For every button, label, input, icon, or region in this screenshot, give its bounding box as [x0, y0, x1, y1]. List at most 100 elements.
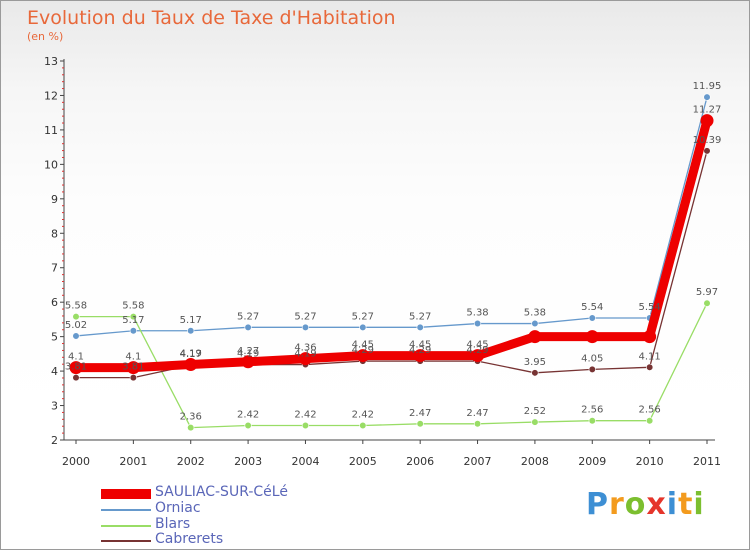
data-point: [531, 319, 539, 328]
data-point: [187, 423, 195, 432]
x-tick-label: 2007: [464, 455, 492, 468]
data-point: [473, 319, 482, 328]
y-minor-tick: [62, 343, 64, 345]
data-label: 10.39: [693, 135, 722, 146]
data-point: [471, 349, 485, 363]
data-point: [241, 355, 255, 369]
y-tick-label: 10: [44, 158, 58, 171]
data-label: 5.02: [65, 320, 87, 331]
y-minor-tick: [62, 218, 64, 220]
data-label: 5.17: [122, 315, 144, 326]
proxiti-logo: Proxiti: [586, 487, 705, 522]
y-minor-tick: [62, 115, 64, 117]
x-tick-label: 2008: [521, 455, 549, 468]
data-label: 2.47: [409, 408, 431, 419]
y-tick-label: 7: [51, 262, 58, 275]
data-label: 4.45: [466, 340, 488, 351]
data-label: 4.19: [180, 349, 202, 360]
legend-swatch: [101, 525, 151, 527]
y-tick-label: 12: [44, 89, 58, 102]
y-minor-tick: [62, 287, 64, 289]
data-point: [244, 323, 252, 331]
y-minor-tick: [62, 136, 64, 138]
data-point: [184, 358, 198, 372]
y-minor-tick: [62, 101, 64, 103]
data-label: 4.29: [466, 345, 488, 356]
y-minor-tick: [62, 322, 64, 324]
y-minor-tick: [62, 349, 64, 351]
y-minor-tick: [62, 253, 64, 255]
y-minor-tick: [62, 212, 64, 214]
unit-label: (en %): [27, 30, 64, 43]
y-tick-label: 9: [51, 193, 58, 206]
data-label: 5.58: [122, 301, 144, 312]
y-minor-tick: [62, 184, 64, 186]
data-point: [646, 363, 654, 371]
data-point: [531, 369, 539, 377]
y-minor-tick: [62, 246, 64, 248]
data-label: 2.56: [581, 405, 603, 416]
y-minor-tick: [62, 205, 64, 207]
y-minor-tick: [62, 170, 64, 172]
logo-letter: P: [586, 487, 609, 522]
series-line: [75, 97, 708, 337]
y-tick-label: 3: [51, 400, 58, 413]
data-label: 3.81: [122, 362, 144, 373]
data-label: 4.19: [294, 349, 316, 360]
data-point: [473, 420, 482, 428]
x-tick-label: 2003: [234, 455, 262, 468]
data-label: 5.27: [352, 311, 374, 322]
data-point: [646, 417, 654, 425]
data-label: 4.1: [125, 352, 141, 363]
data-label: 4.1: [68, 352, 84, 363]
y-minor-tick: [62, 377, 64, 379]
data-label: 5.54: [581, 302, 603, 313]
y-minor-tick: [62, 67, 64, 69]
y-minor-tick: [62, 156, 64, 158]
series-line: [76, 150, 708, 379]
legend-swatch: [101, 509, 151, 511]
data-point: [301, 323, 310, 331]
x-tick-label: 2011: [693, 455, 721, 468]
data-point: [356, 349, 370, 363]
y-tick-label: 6: [51, 296, 58, 309]
legend-label: SAULIAC-SUR-CéLé: [155, 484, 288, 500]
data-label: 5.54: [639, 302, 661, 313]
x-tick-label: 2001: [119, 455, 147, 468]
data-point: [700, 114, 714, 128]
y-minor-tick: [62, 88, 64, 90]
data-label: 2.47: [466, 408, 488, 419]
legend-label: Cabrerets: [155, 531, 224, 547]
data-label: 4.45: [352, 340, 374, 351]
y-minor-tick: [62, 411, 64, 413]
logo-letter: r: [609, 487, 625, 522]
y-minor-tick: [62, 191, 64, 193]
y-minor-tick: [62, 315, 64, 317]
data-label: 2.56: [639, 405, 661, 416]
data-label: 4.29: [352, 345, 374, 356]
data-point: [416, 420, 424, 428]
data-point: [187, 327, 195, 335]
data-point: [298, 352, 312, 366]
y-minor-tick: [62, 108, 64, 110]
data-point: [359, 421, 367, 430]
x-tick-label: 2002: [177, 455, 205, 468]
data-point: [703, 299, 711, 307]
data-point: [72, 374, 80, 382]
chart-title: Evolution du Taux de Taxe d'Habitation: [27, 7, 396, 29]
data-point: [585, 330, 599, 344]
y-minor-tick: [62, 418, 64, 420]
legend-label: Orniac: [155, 500, 201, 516]
y-minor-tick: [62, 225, 64, 227]
legend-swatch: [101, 489, 151, 499]
data-label: 5.38: [524, 308, 546, 319]
y-minor-tick: [62, 143, 64, 145]
data-point: [531, 418, 539, 426]
data-label: 2.42: [294, 410, 316, 421]
data-label: 2.52: [524, 406, 546, 417]
data-point: [72, 332, 80, 340]
logo-letter: t: [678, 487, 694, 522]
y-minor-tick: [62, 274, 64, 276]
data-label: 5.27: [294, 311, 316, 322]
